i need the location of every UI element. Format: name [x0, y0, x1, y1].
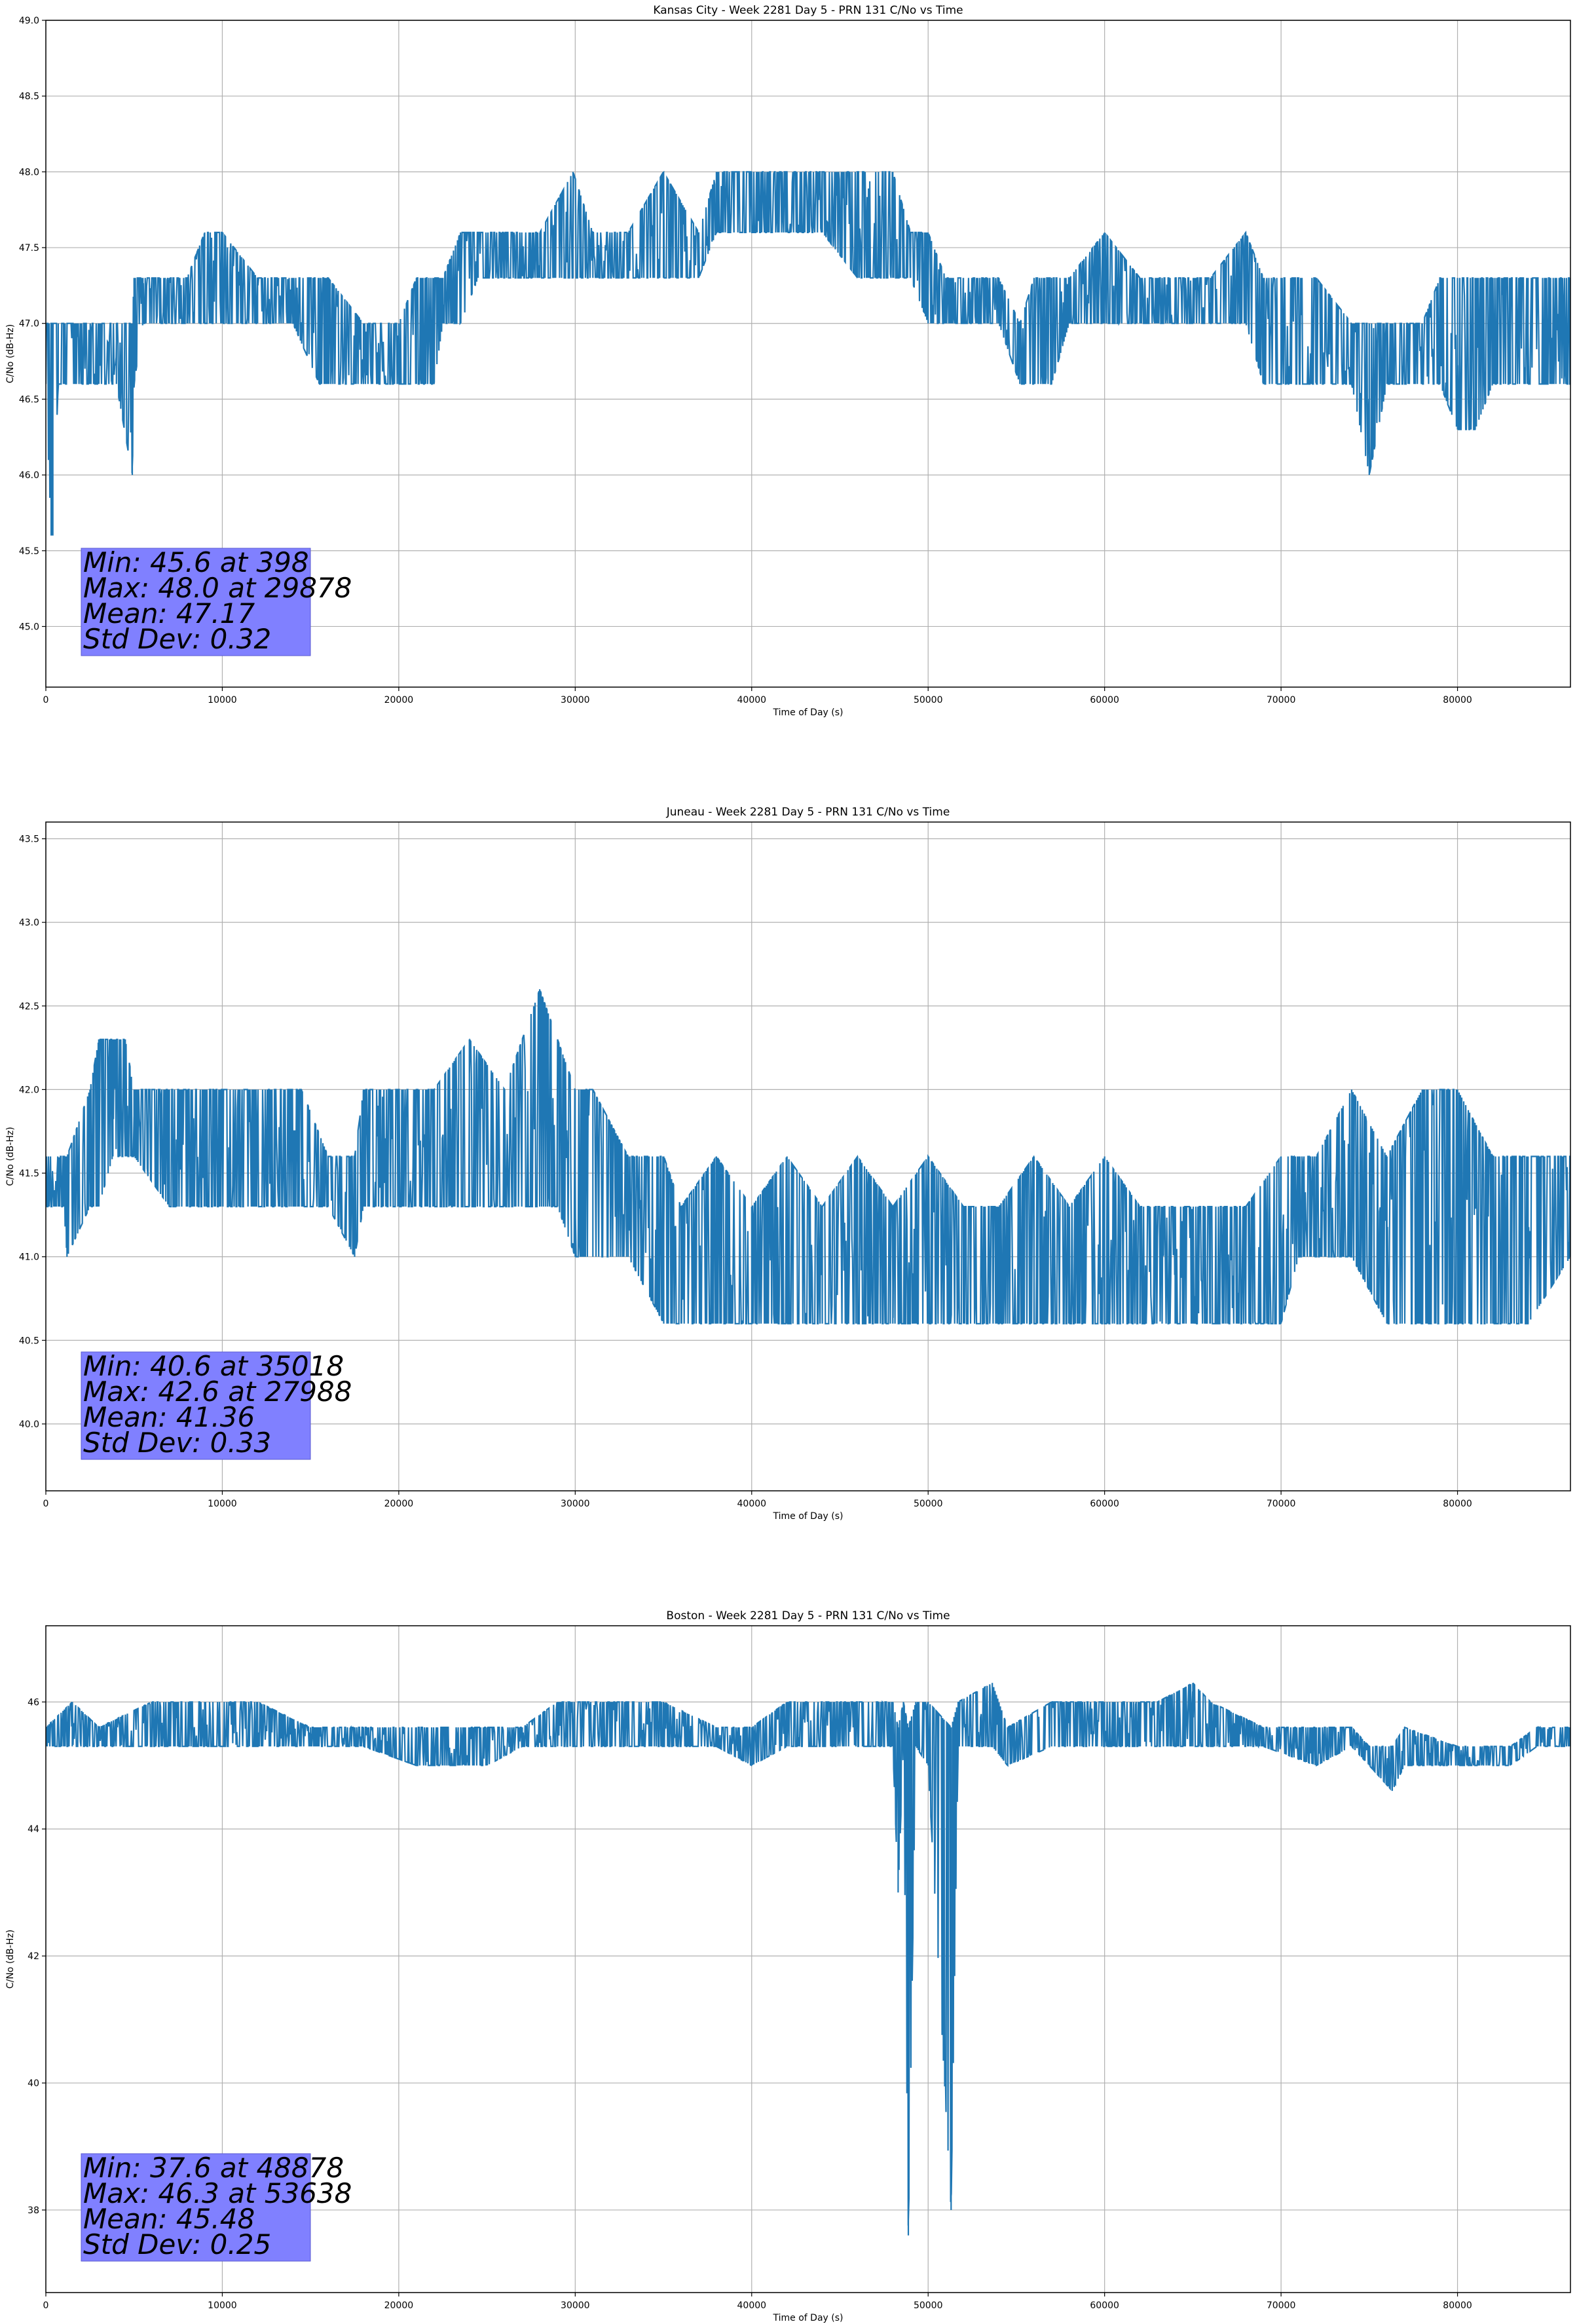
x-tick-label: 40000: [737, 695, 767, 705]
x-tick-label: 70000: [1267, 695, 1296, 705]
y-tick-label: 46.0: [19, 470, 39, 481]
x-tick-label: 80000: [1443, 695, 1472, 705]
x-tick-label: 50000: [914, 695, 943, 705]
stats-line: Std Dev: 0.33: [83, 1427, 271, 1459]
x-tick-label: 30000: [561, 2300, 590, 2311]
x-tick-label: 60000: [1090, 695, 1119, 705]
x-tick-label: 10000: [208, 1499, 237, 1509]
x-tick-label: 10000: [208, 695, 237, 705]
chart-panel-3: 0 10000 20000 30000 40000 50000 60000 70000 8000…: [5, 1609, 1571, 2323]
plot-frame: [45, 821, 1571, 1491]
stats-line: Min: 37.6 at 48878: [83, 2152, 344, 2184]
y-tick-label: 40: [28, 2078, 39, 2089]
y-tick-label: 42.5: [19, 1002, 39, 1012]
x-axis-label: Time of Day (s): [773, 2313, 844, 2323]
y-tick-label: 38: [28, 2205, 39, 2216]
stats-line: Max: 46.3 at 53638: [83, 2177, 352, 2209]
y-tick-label: 44: [28, 1824, 39, 1835]
stats-line: Min: 45.6 at 398: [83, 546, 309, 578]
y-tick-label: 47.5: [19, 243, 39, 253]
x-tick-label: 10000: [208, 2300, 237, 2311]
y-tick-label: 46: [28, 1697, 39, 1708]
y-tick-label: 45.5: [19, 546, 39, 557]
chart-panel-1: 0 10000 20000 30000 40000 50000 60000 70000 8000…: [5, 4, 1571, 718]
y-axis-label: C/No (dB-Hz): [5, 1930, 16, 1989]
x-tick-label: 20000: [384, 1499, 414, 1509]
y-tick-label: 48.0: [19, 167, 39, 178]
y-tick-label: 43.0: [19, 918, 39, 928]
stats-line: Min: 40.6 at 35018: [83, 1350, 344, 1382]
y-tick-label: 40.5: [19, 1336, 39, 1346]
chart-title: Boston - Week 2281 Day 5 - PRN 131 C/No …: [666, 1609, 950, 1622]
cno-series-line: [46, 1682, 1570, 2236]
x-tick-label: 0: [43, 1499, 49, 1509]
x-tick-label: 50000: [914, 2300, 943, 2311]
y-tick-label: 42.0: [19, 1085, 39, 1095]
x-tick-label: 80000: [1443, 2300, 1472, 2311]
y-tick-label: 41.0: [19, 1252, 39, 1263]
stats-line: Std Dev: 0.32: [83, 623, 271, 655]
chart-title: Juneau - Week 2281 Day 5 - PRN 131 C/No …: [666, 806, 950, 819]
x-axis-label: Time of Day (s): [773, 707, 844, 718]
y-tick-label: 49.0: [19, 16, 39, 26]
stats-line: Max: 48.0 at 29878: [83, 572, 352, 604]
chart-panel-2: 0 10000 20000 30000 40000 50000 60000 70000 8000…: [5, 806, 1571, 1522]
stats-line: Std Dev: 0.25: [83, 2228, 271, 2260]
y-tick-label: 46.5: [19, 394, 39, 405]
x-tick-label: 30000: [561, 1499, 590, 1509]
chart-title: Kansas City - Week 2281 Day 5 - PRN 131 …: [653, 4, 963, 17]
y-tick-label: 40.0: [19, 1419, 39, 1430]
plot-frame: [45, 20, 1571, 688]
x-tick-label: 30000: [561, 695, 590, 705]
x-tick-label: 40000: [737, 2300, 767, 2311]
x-tick-label: 60000: [1090, 1499, 1119, 1509]
y-tick-label: 41.5: [19, 1169, 39, 1179]
stats-line: Mean: 47.17: [83, 597, 255, 629]
y-tick-label: 48.5: [19, 92, 39, 102]
y-tick-label: 42: [28, 1951, 39, 1962]
x-tick-label: 70000: [1267, 1499, 1296, 1509]
y-tick-label: 43.5: [19, 834, 39, 845]
y-axis-label: C/No (dB-Hz): [5, 324, 16, 383]
stats-line: Mean: 41.36: [83, 1401, 255, 1433]
x-tick-label: 0: [43, 695, 49, 705]
x-tick-label: 40000: [737, 1499, 767, 1509]
stats-line: Max: 42.6 at 27988: [83, 1376, 352, 1408]
y-tick-label: 47.0: [19, 319, 39, 329]
stats-box: [81, 2153, 311, 2262]
cno-series-line: [46, 989, 1570, 1324]
stats-line: Mean: 45.48: [83, 2203, 255, 2235]
x-tick-label: 0: [43, 2300, 49, 2311]
x-tick-label: 80000: [1443, 1499, 1472, 1509]
x-tick-label: 70000: [1267, 2300, 1296, 2311]
x-tick-label: 50000: [914, 1499, 943, 1509]
cno-series-line: [46, 170, 1570, 536]
x-tick-label: 60000: [1090, 2300, 1119, 2311]
x-axis-label: Time of Day (s): [773, 1511, 844, 1522]
y-tick-label: 45.0: [19, 622, 39, 632]
stats-box: [81, 1351, 311, 1460]
x-tick-label: 20000: [384, 695, 414, 705]
stats-box: [81, 548, 311, 656]
plot-frame: [45, 1625, 1571, 2293]
x-tick-label: 20000: [384, 2300, 414, 2311]
y-axis-label: C/No (dB-Hz): [5, 1127, 16, 1186]
